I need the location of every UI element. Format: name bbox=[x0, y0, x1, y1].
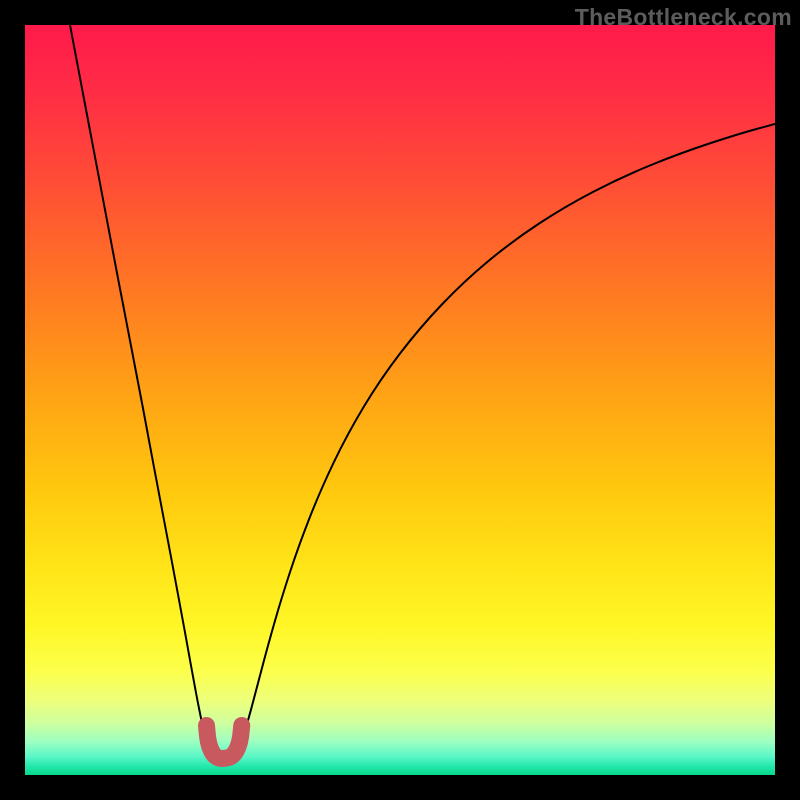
bottleneck-curve-left bbox=[70, 25, 207, 743]
bottleneck-curve-right bbox=[241, 124, 775, 743]
plot-area bbox=[25, 25, 775, 775]
optimal-range-marker bbox=[207, 726, 242, 759]
chart-frame: TheBottleneck.com bbox=[0, 0, 800, 800]
curve-overlay bbox=[25, 25, 775, 775]
